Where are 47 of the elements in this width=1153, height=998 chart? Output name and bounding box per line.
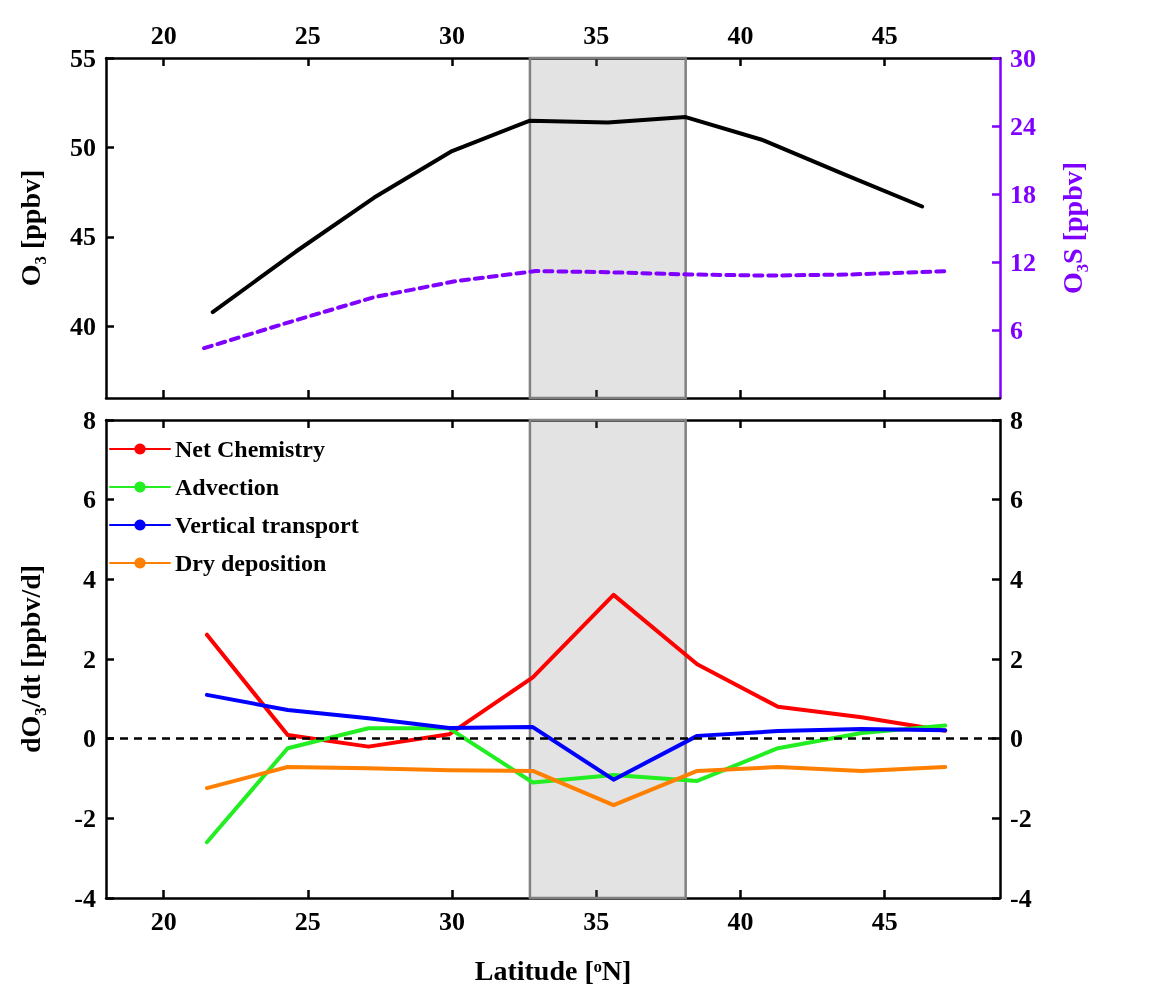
- y-tick-label: 55: [70, 43, 96, 73]
- x2-tick-label: 40: [727, 20, 754, 50]
- y2-axis-title: O₃S [ppbv]: [1056, 161, 1088, 295]
- y2-tick-label: 6: [1010, 315, 1023, 345]
- y2-tick-label: -2: [1010, 803, 1032, 833]
- y-tick-label: 6: [83, 485, 96, 515]
- x2-tick-label: 35: [583, 20, 610, 50]
- y2-tick-label: 4: [1010, 564, 1023, 594]
- x-tick-label: 25: [294, 906, 321, 936]
- y2-tick-label: 6: [1010, 485, 1023, 515]
- y-tick-label: -2: [74, 803, 96, 833]
- x-tick-label: 40: [727, 906, 754, 936]
- y2-tick-label: 2: [1010, 644, 1023, 674]
- x-tick-label: 30: [439, 906, 466, 936]
- y-tick-label: 2: [83, 644, 96, 674]
- line-series: [210, 115, 925, 315]
- y2-tick-label: -4: [1010, 883, 1032, 913]
- line-series: [204, 692, 948, 782]
- y-tick-label: 45: [70, 222, 96, 252]
- x-axis-title: Latitude [ᵒN]: [474, 954, 632, 986]
- y-axis-title: dO₃/dt [ppbv/d]: [14, 564, 46, 754]
- y-tick-label: 50: [70, 132, 96, 162]
- x2-tick-label: 45: [871, 20, 898, 50]
- y2-tick-label: 24: [1010, 111, 1036, 141]
- y-tick-label: 8: [83, 405, 96, 435]
- x-tick-label: 45: [871, 906, 898, 936]
- x2-tick-label: 25: [294, 20, 321, 50]
- y-tick-label: 40: [70, 311, 96, 341]
- x2-tick-label: 20: [150, 20, 177, 50]
- y-tick-label: 0: [83, 724, 96, 754]
- y-tick-label: 4: [83, 564, 96, 594]
- legend-label: Net Chemistry: [175, 436, 325, 462]
- x-tick-label: 35: [583, 906, 610, 936]
- x-tick-label: 20: [150, 906, 177, 936]
- legend-label: Vertical transport: [175, 512, 359, 538]
- line-series: [204, 764, 948, 808]
- y-tick-label: -4: [74, 883, 96, 913]
- y2-tick-label: 30: [1010, 43, 1036, 73]
- x2-tick-label: 30: [439, 20, 466, 50]
- y2-tick-label: 12: [1010, 247, 1036, 277]
- legend-label: Dry deposition: [175, 550, 327, 576]
- y2-tick-label: 0: [1010, 724, 1023, 754]
- y2-tick-label: 8: [1010, 405, 1023, 435]
- line-series: [204, 592, 948, 749]
- y2-tick-label: 18: [1010, 179, 1036, 209]
- y-axis-title: O₃ [ppbv]: [14, 169, 46, 287]
- legend-label: Advection: [175, 474, 279, 500]
